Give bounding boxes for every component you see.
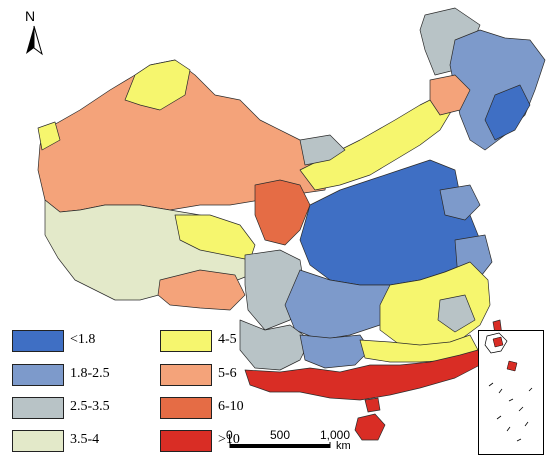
region-guizhou [299, 334, 371, 369]
region-inner-mongolia-west [299, 134, 346, 166]
legend-swatch [12, 330, 64, 352]
region-tibet-east [157, 269, 246, 311]
scale-tick-500: 500 [270, 428, 291, 442]
region-northeast-orange [429, 74, 471, 116]
legend-label: 2.5-3.5 [70, 399, 110, 414]
scale-unit: km [336, 440, 351, 452]
legend-swatch [12, 364, 64, 386]
region-fujian [437, 294, 476, 333]
north-arrow-icon [26, 25, 43, 56]
legend-label: 5-6 [218, 366, 237, 381]
region-tianshan [124, 59, 191, 111]
scale-tick-0: 0 [226, 428, 233, 442]
region-inner-mongolia [299, 94, 456, 191]
south-china-sea-inset [478, 330, 544, 455]
legend-label: 1.8-2.5 [70, 366, 110, 381]
legend-swatch [160, 397, 212, 419]
north-arrow-label: N [25, 8, 36, 24]
legend-swatch [12, 430, 64, 452]
scale-tick-1000: 1,000 [320, 428, 351, 442]
legend-swatch [160, 364, 212, 386]
legend-label: 6-10 [218, 399, 244, 414]
scale-bar: 0 500 1,000 km [226, 428, 368, 458]
legend-label: 3.5-4 [70, 432, 100, 447]
region-shandong [439, 184, 481, 221]
region-gansu [254, 179, 311, 246]
legend-swatch [160, 330, 212, 352]
north-arrow: N [22, 8, 46, 60]
legend-label: 4-5 [218, 332, 237, 347]
region-west-tip [37, 121, 61, 151]
region-hainan [354, 413, 386, 441]
legend-label: >10 [218, 432, 240, 447]
inset-map [484, 332, 533, 442]
region-leizhou [364, 397, 381, 413]
legend-swatch [12, 397, 64, 419]
region-jilin [484, 84, 531, 141]
region-yunnan [239, 319, 311, 371]
legend-swatch [160, 430, 212, 452]
legend-label: <1.8 [70, 332, 96, 347]
scale-bar-graphic [229, 442, 331, 448]
legend: <1.8 4-5 1.8-2.5 5-6 2.5-3.5 6-10 3.5-4 … [12, 330, 298, 456]
